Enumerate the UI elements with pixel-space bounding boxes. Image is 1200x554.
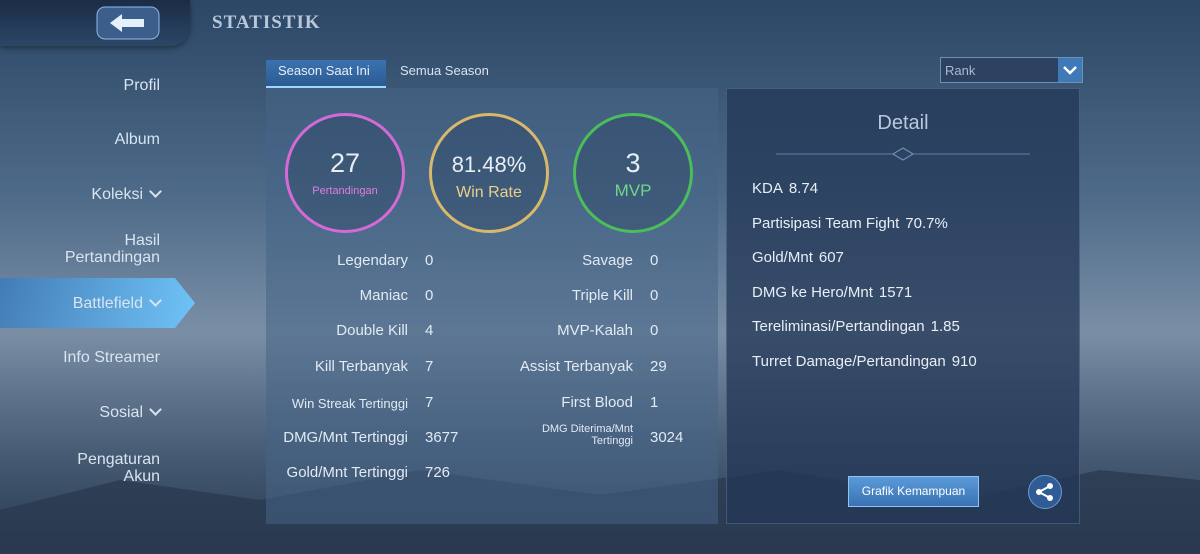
summary-circle: 81.48% Win Rate <box>429 113 549 233</box>
stat-value: 7 <box>425 394 434 411</box>
detail-value: 1.85 <box>930 318 960 336</box>
stat-label: Win Streak Tertinggi <box>291 396 408 411</box>
summary-label: Pertandingan <box>312 185 378 197</box>
stat-value: 29 <box>650 358 667 375</box>
summary-value: 3 <box>625 148 641 178</box>
detail-value: 70.7% <box>905 214 948 232</box>
summary-circle: 3 MVP <box>573 113 693 233</box>
nav-item[interactable]: Info Streamer <box>63 349 160 366</box>
stat-value: 3677 <box>425 429 459 446</box>
detail-value: 910 <box>951 353 977 370</box>
nav-label: Battlefield <box>72 295 143 312</box>
detail-item: KDA 8.74 <box>752 180 818 197</box>
nav-item[interactable]: Album <box>114 131 160 148</box>
stat-label: DMG/Mnt Tertinggi <box>283 429 408 446</box>
nav-item[interactable]: Profil <box>123 77 160 94</box>
active-highlight <box>0 278 195 328</box>
stat-value: 0 <box>650 287 659 304</box>
stat-value: 726 <box>425 464 451 481</box>
detail-title: Detail <box>877 112 929 134</box>
chevron <box>149 403 162 416</box>
stat-label: Assist Terbanyak <box>519 358 633 375</box>
summary-value: 81.48% <box>451 152 527 177</box>
detail-item: Tereliminasi/Pertandingan 1.85 <box>752 318 960 335</box>
stat-value: 0 <box>425 287 434 304</box>
detail-label: KDA <box>752 180 783 197</box>
tab[interactable]: Semua Season <box>400 63 489 78</box>
nav-item[interactable]: Koleksi <box>10 185 162 203</box>
chevron <box>149 185 162 198</box>
detail-value: 607 <box>818 249 844 267</box>
nav-item[interactable]: Battlefield <box>10 294 162 312</box>
detail-label: Turret Damage/Pertandingan <box>752 353 946 370</box>
divider <box>776 147 1030 161</box>
nav-label: Sosial <box>99 404 143 421</box>
summary-label: MVP <box>614 181 652 200</box>
stat-label: First Blood <box>561 394 633 411</box>
stat-label: MVP-Kalah <box>557 322 633 339</box>
detail-label: Partisipasi Team Fight <box>752 214 900 232</box>
stat-label: Maniac <box>359 287 408 304</box>
summary-label: Win Rate <box>456 184 522 201</box>
share-icon <box>1036 483 1053 501</box>
stat-value: 0 <box>425 252 434 269</box>
stat-value: 4 <box>425 322 434 339</box>
dropdown-value: Rank <box>945 63 976 78</box>
stat-label: Legendary <box>337 252 408 269</box>
top-bar <box>0 0 190 46</box>
detail-value: 1571 <box>878 283 913 301</box>
stat-label: Gold/Mnt Tertinggi <box>286 464 408 481</box>
nav-item[interactable]: Sosial <box>10 403 162 421</box>
stat-value: 0 <box>650 322 659 339</box>
detail-value: 8.74 <box>788 180 819 197</box>
detail-panel <box>726 88 1080 524</box>
tab-active[interactable]: Season Saat Ini <box>266 60 386 88</box>
summary-value: 27 <box>329 148 361 178</box>
nav-item[interactable]: Hasil Pertandingan <box>64 232 160 266</box>
back-button[interactable] <box>96 6 160 40</box>
detail-item: DMG ke Hero/Mnt 1571 <box>752 284 912 301</box>
stat-label: Kill Terbanyak <box>314 358 408 375</box>
stat-label: Triple Kill <box>571 287 633 304</box>
stat-label: Double Kill <box>336 322 408 339</box>
dropdown-arrow <box>1058 58 1082 82</box>
detail-item: Partisipasi Team Fight 70.7% <box>752 215 948 232</box>
dropdown[interactable]: Rank <box>940 57 1083 83</box>
stat-label: Savage <box>582 252 633 269</box>
stat-value: 7 <box>425 358 434 375</box>
share-button[interactable] <box>1028 475 1062 509</box>
chevron <box>149 294 162 307</box>
stat-label: DMG Diterima/Mnt Tertinggi <box>541 423 633 447</box>
nav-item[interactable]: Pengaturan Akun <box>77 451 160 485</box>
stat-value: 0 <box>650 252 659 269</box>
stat-value: 3024 <box>650 429 684 446</box>
summary-circle: 27 Pertandingan <box>285 113 405 233</box>
ability-chart-button[interactable]: Grafik Kemampuan <box>848 476 979 507</box>
nav-label: Koleksi <box>91 186 143 203</box>
stat-value: 1 <box>650 394 659 411</box>
detail-item: Gold/Mnt 607 <box>752 249 844 266</box>
detail-label: Tereliminasi/Pertandingan <box>752 318 925 336</box>
detail-label: Gold/Mnt <box>752 249 813 267</box>
detail-item: Turret Damage/Pertandingan 910 <box>752 353 977 370</box>
detail-label: DMG ke Hero/Mnt <box>752 283 873 301</box>
page-title: STATISTIK <box>212 12 321 33</box>
